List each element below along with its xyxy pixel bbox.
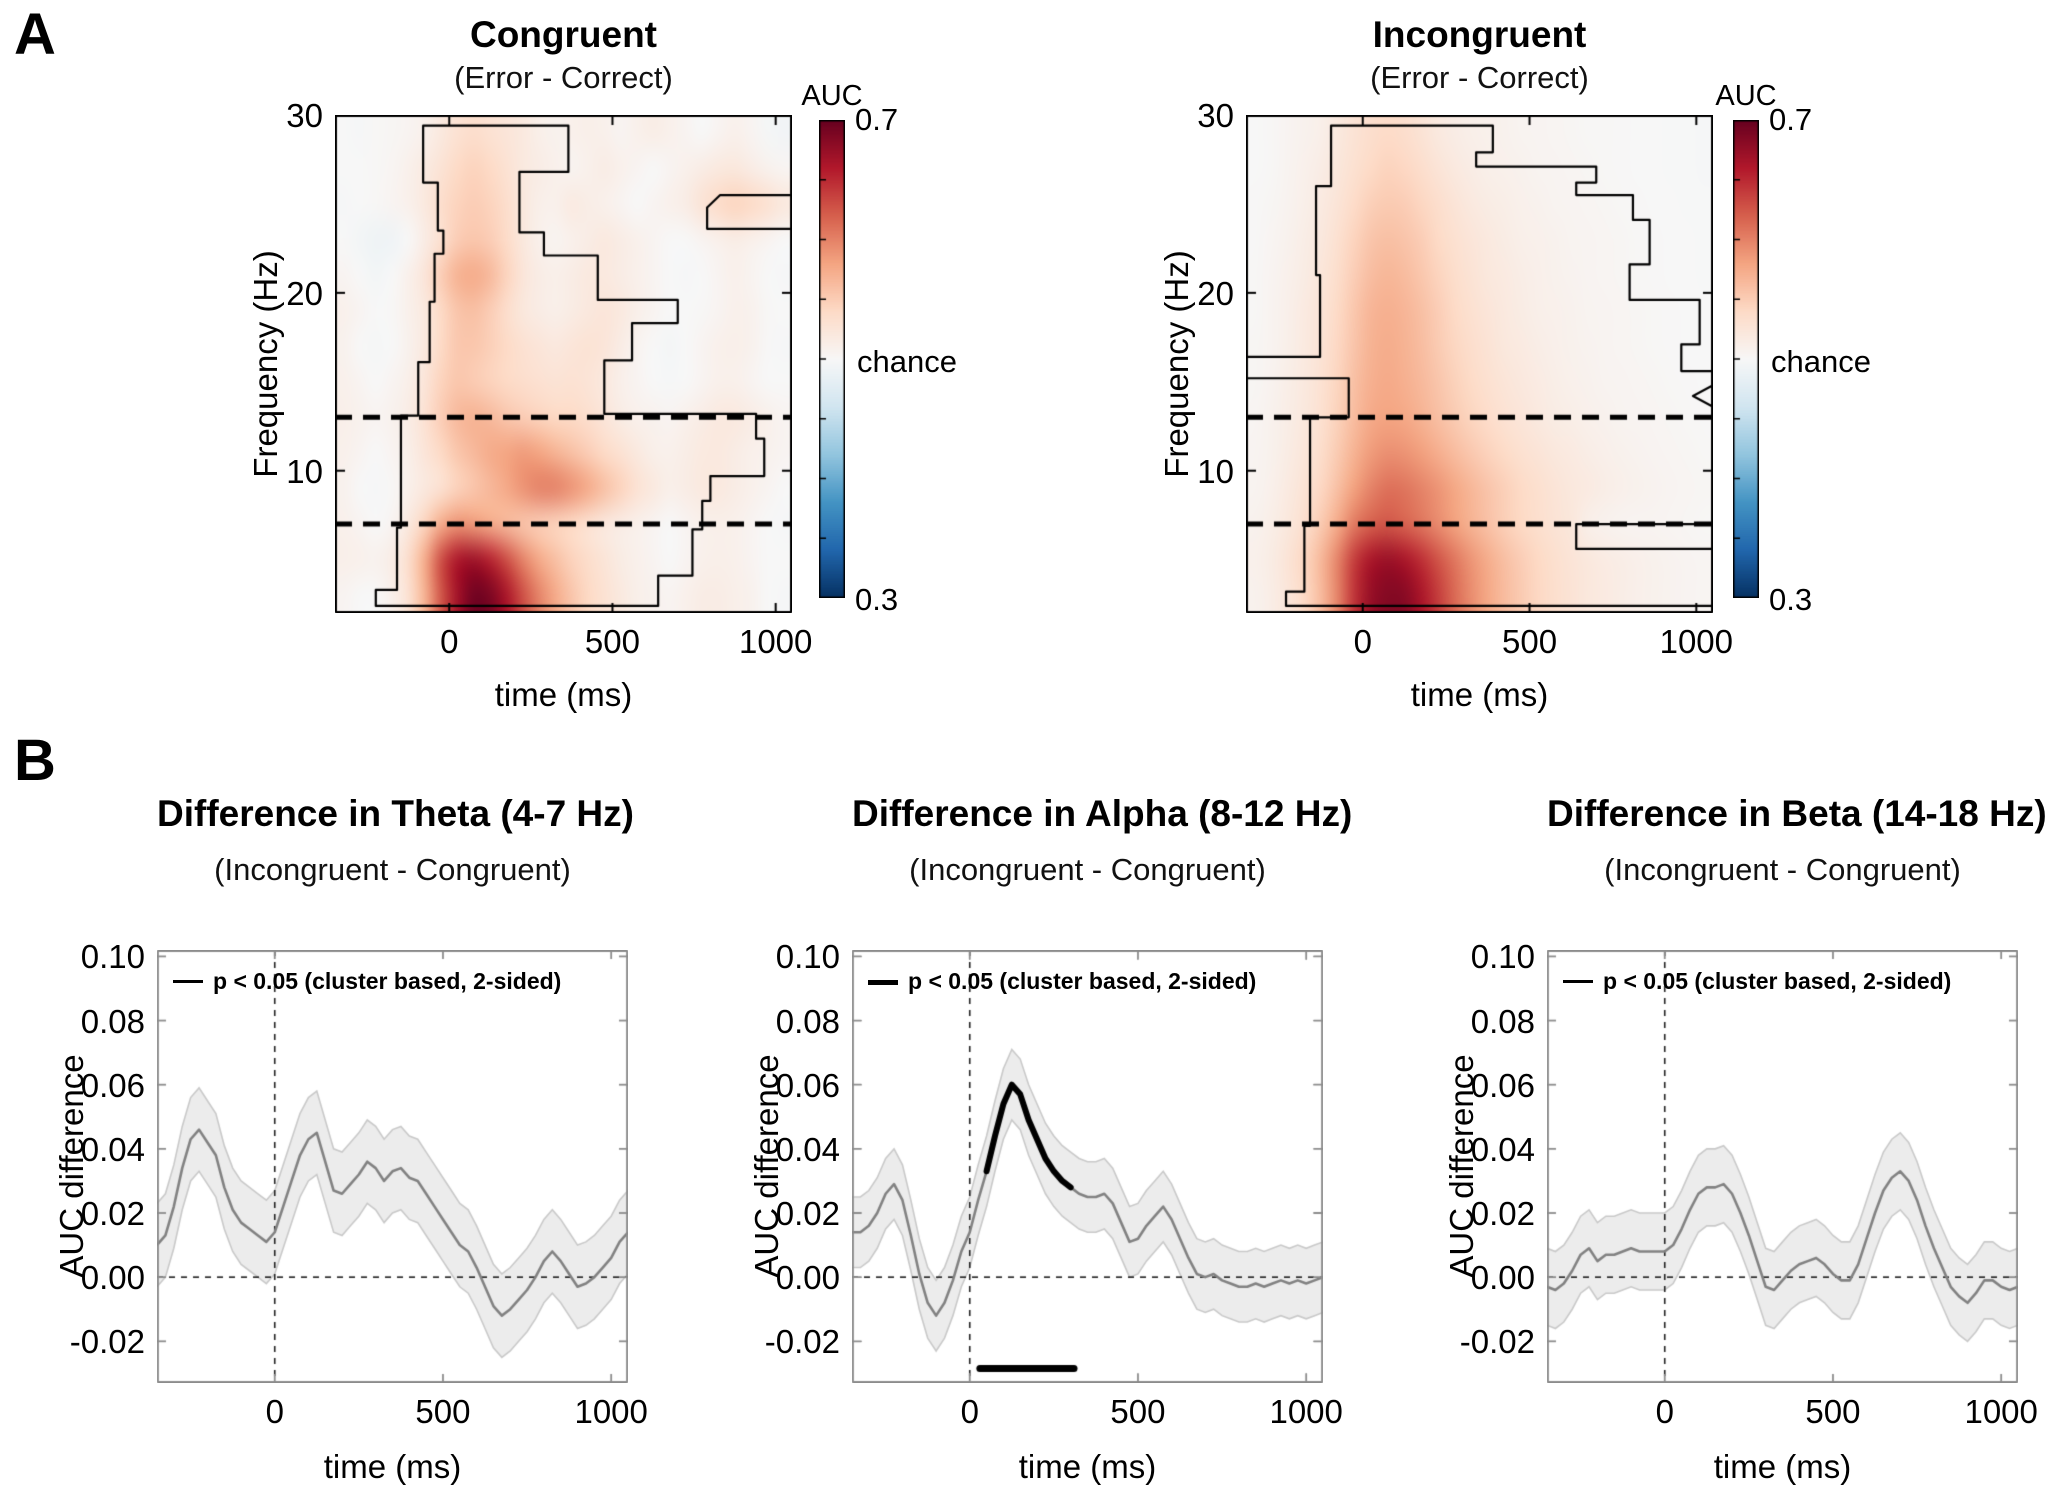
tick-label: 500 [415,1393,471,1430]
tick-label: 10 [286,452,323,490]
line-theta-title: Difference in Theta (4-7 Hz) [157,793,634,834]
tick-label: 1000 [1659,623,1734,660]
colorbar-congruent-min-label: 0.3 [855,582,899,617]
tick-label: 0.10 [775,938,840,976]
tick-label: 0.04 [775,1130,840,1168]
tick-label: 0.06 [1470,1066,1535,1104]
colorbar-congruent-title: AUC [801,80,863,112]
tick-label: 0.02 [80,1195,145,1232]
heatmap-congruent-title: Congruent [469,14,658,55]
tick-label: 1000 [1269,1393,1343,1430]
colorbar-congruent-mid-label: chance [857,344,957,379]
tick-label: 0.08 [1470,1002,1535,1040]
tick-label: 0.10 [80,938,145,976]
line-theta-canvas [157,950,628,1383]
line-alpha-title: Difference in Alpha (8-12 Hz) [852,793,1353,834]
tick-label: -0.02 [764,1323,840,1361]
tick-label: 1000 [738,623,813,660]
tick-label: 1000 [1964,1393,2038,1430]
line-beta-subtitle: (Incongruent - Congruent) [1604,852,1961,887]
tick-label: 0.00 [775,1259,840,1297]
panel-b-label: B [14,728,56,793]
tick-label: 500 [1110,1393,1166,1430]
tick-label: 500 [1805,1393,1861,1430]
line-beta-legend-line [1563,980,1593,983]
line-alpha-subtitle: (Incongruent - Congruent) [909,852,1266,887]
tick-label: 0.06 [80,1066,145,1104]
tick-label: 0.10 [1470,938,1535,976]
tick-label: 500 [584,623,640,660]
line-alpha-legend-text: p < 0.05 (cluster based, 2-sided) [908,968,1257,994]
tick-label: 0.06 [775,1066,840,1104]
tick-label: 0 [440,623,459,660]
tick-label: 30 [1197,97,1234,134]
colorbar-incongruent-canvas [1733,120,1759,598]
panel-a-label: A [14,2,56,67]
tick-label: 0.02 [1470,1195,1535,1232]
line-beta-canvas [1547,950,2018,1383]
colorbar-congruent-max-label: 0.7 [855,102,899,137]
heatmap-incongruent-xlabel: time (ms) [1410,676,1549,713]
tick-label: 0.08 [80,1002,145,1040]
colorbar-incongruent-title: AUC [1715,80,1777,112]
line-theta-subtitle: (Incongruent - Congruent) [214,852,571,887]
tick-label: 20 [1197,274,1234,312]
tick-label: 10 [1197,452,1234,490]
tick-label: 0 [265,1393,284,1430]
line-theta-xlabel: time (ms) [323,1448,462,1485]
colorbar-congruent-canvas [819,120,845,598]
tick-label: 0 [1655,1393,1674,1430]
tick-label: -0.02 [69,1323,145,1361]
heatmap-congruent-xlabel: time (ms) [494,676,633,713]
colorbar-incongruent-max-label: 0.7 [1769,102,1813,137]
heatmap-incongruent-subtitle: (Error - Correct) [1370,60,1589,95]
line-beta-title: Difference in Beta (14-18 Hz) [1547,793,2047,834]
line-beta-legend-text: p < 0.05 (cluster based, 2-sided) [1603,968,1952,994]
line-theta-legend-text: p < 0.05 (cluster based, 2-sided) [213,968,562,994]
tick-label: 1000 [574,1393,648,1430]
tick-label: 500 [1502,623,1558,660]
colorbar-incongruent-min-label: 0.3 [1769,582,1813,617]
line-beta-xlabel: time (ms) [1713,1448,1852,1485]
heatmap-congruent-canvas [335,115,792,613]
tick-label: 20 [286,274,323,312]
tick-label: 0.00 [1470,1259,1535,1297]
tick-label: 0.00 [80,1259,145,1297]
colorbar-incongruent-mid-label: chance [1771,344,1871,379]
heatmap-incongruent-title: Incongruent [1372,14,1587,55]
tick-label: 0.04 [1470,1130,1535,1168]
heatmap-incongruent-canvas [1246,115,1713,613]
line-alpha-xlabel: time (ms) [1018,1448,1157,1485]
tick-label: 0.02 [775,1195,840,1232]
tick-label: 30 [286,97,323,134]
heatmap-congruent-subtitle: (Error - Correct) [454,60,673,95]
tick-label: 0.08 [775,1002,840,1040]
line-alpha-canvas [852,950,1323,1383]
line-alpha-legend-line [868,980,898,985]
tick-label: -0.02 [1459,1323,1535,1361]
tick-label: 0 [1353,623,1372,660]
tick-label: 0.04 [80,1130,145,1168]
line-theta-legend-line [173,980,203,983]
tick-label: 0 [960,1393,979,1430]
